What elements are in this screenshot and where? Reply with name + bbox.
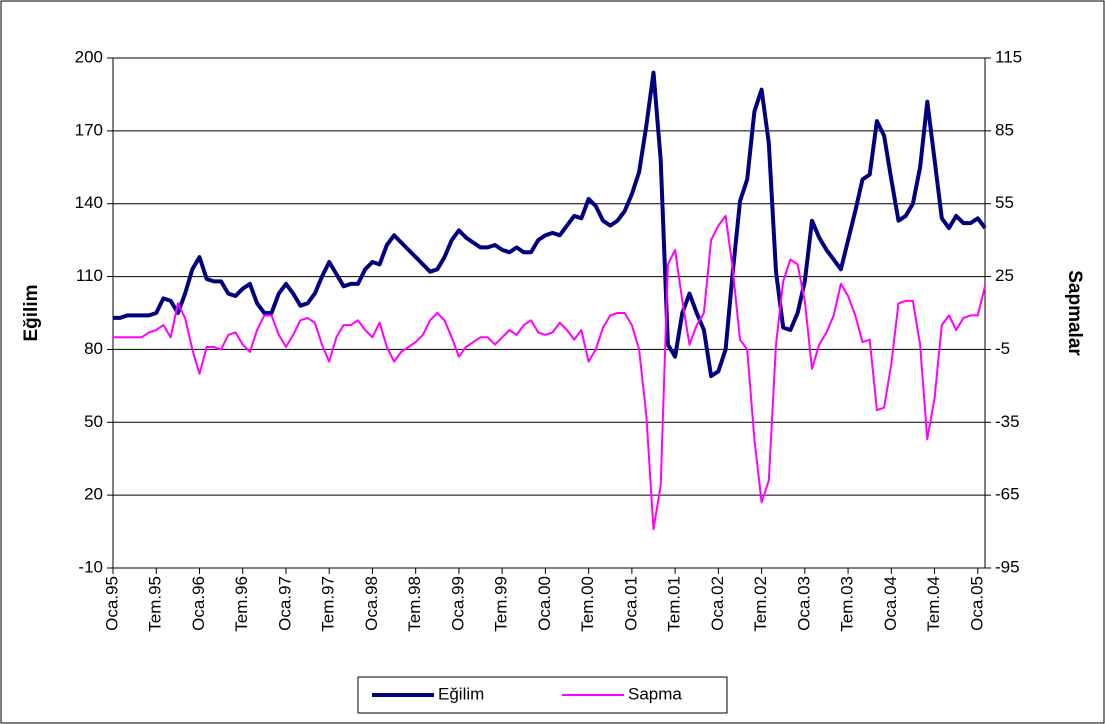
y2-tick-label: 25 xyxy=(995,266,1014,285)
x-tick-label: Oca.04 xyxy=(881,576,900,631)
series-line xyxy=(113,70,987,379)
x-tick-label: Oca.97 xyxy=(275,576,294,631)
x-tick-label: Oca.96 xyxy=(189,576,208,631)
y-tick-label: 20 xyxy=(84,485,103,504)
y-tick-label: 170 xyxy=(75,120,103,139)
x-tick-label: Oca.05 xyxy=(967,576,986,631)
y-tick-label: 50 xyxy=(84,412,103,431)
y2-tick-label: 55 xyxy=(995,193,1014,212)
x-tick-label: Tem.04 xyxy=(924,576,943,632)
x-tick-label: Tem.99 xyxy=(492,576,511,632)
y-tick-label: 200 xyxy=(75,47,103,66)
x-tick-label: Oca.99 xyxy=(448,576,467,631)
x-tick-label: Tem.95 xyxy=(146,576,165,632)
x-tick-label: Tem.01 xyxy=(665,576,684,632)
y2-tick-label: -5 xyxy=(995,339,1010,358)
y2-axis-title: Sapmalar xyxy=(1064,270,1085,356)
x-tick-label: Oca.95 xyxy=(102,576,121,631)
x-tick-label: Oca.00 xyxy=(535,576,554,631)
x-tick-label: Tem.02 xyxy=(751,576,770,632)
x-tick-label: Tem.03 xyxy=(838,576,857,632)
y-tick-label: 110 xyxy=(76,266,103,285)
y2-tick-label: -35 xyxy=(995,412,1020,431)
y2-tick-label: 85 xyxy=(995,120,1014,139)
x-tick-label: Oca.01 xyxy=(621,576,640,631)
x-tick-label: Oca.03 xyxy=(794,576,813,631)
x-tick-label: Tem.96 xyxy=(232,576,251,632)
y2-tick-label: -95 xyxy=(995,557,1020,576)
x-tick-label: Oca.02 xyxy=(708,576,727,631)
legend-label: Eğilim xyxy=(438,684,484,703)
x-tick-label: Tem.98 xyxy=(405,576,424,632)
y2-tick-label: 115 xyxy=(995,47,1022,66)
y-axis-title: Eğilim xyxy=(21,284,42,341)
y2-tick-label: -65 xyxy=(995,485,1020,504)
legend-label: Sapma xyxy=(628,684,682,703)
y-tick-label: 80 xyxy=(84,339,103,358)
series-line xyxy=(113,214,986,531)
x-tick-label: Tem.97 xyxy=(319,576,338,632)
x-tick-label: Oca.98 xyxy=(362,576,381,631)
y-tick-label: -10 xyxy=(78,557,103,576)
x-tick-label: Tem.00 xyxy=(578,576,597,632)
y-tick-label: 140 xyxy=(75,193,103,212)
